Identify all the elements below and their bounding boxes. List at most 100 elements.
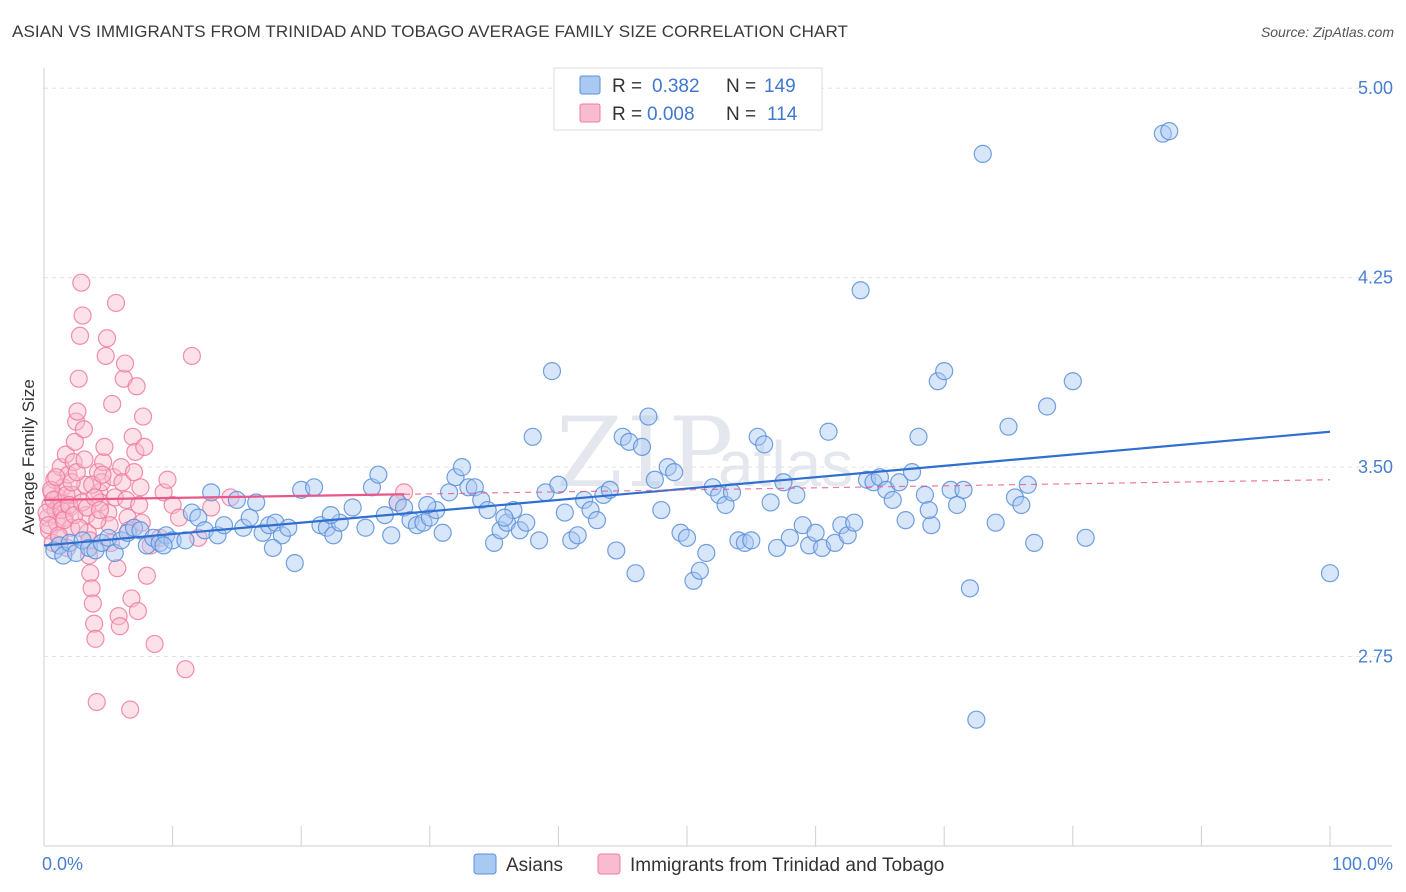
point-asians-141 xyxy=(986,513,1005,532)
point-asians-137 xyxy=(954,480,973,499)
point-asians-108 xyxy=(767,538,787,558)
point-asians-134 xyxy=(935,362,954,381)
point-asians-70 xyxy=(523,427,542,446)
point-asians-131 xyxy=(915,485,935,504)
point-asians-71 xyxy=(530,531,549,550)
point-trinidad-46 xyxy=(97,329,117,348)
point-trinidad-72 xyxy=(131,478,150,497)
point-asians-83 xyxy=(607,541,626,560)
point-asians-62 xyxy=(472,490,491,510)
stats-legend: R = 0.382 N = 149 R = 0.008 N = 114 xyxy=(553,67,823,131)
point-trinidad-21 xyxy=(65,432,84,451)
point-asians-60 xyxy=(459,478,478,497)
trend-line-trinidad xyxy=(43,493,405,502)
point-asians-133 xyxy=(928,372,947,391)
trend-line-trinidad-extension xyxy=(404,479,1331,495)
point-asians-144 xyxy=(1012,495,1031,515)
point-asians-26 xyxy=(214,516,234,535)
point-trinidad-112 xyxy=(394,483,414,502)
point-asians-157 xyxy=(263,538,283,558)
point-asians-89 xyxy=(645,470,664,489)
point-trinidad-70 xyxy=(128,601,147,621)
point-trinidad-93 xyxy=(47,468,66,487)
point-trinidad-85 xyxy=(182,346,201,366)
y-tick-label-1: 3.50 xyxy=(1358,457,1393,477)
point-asians-69 xyxy=(517,513,536,532)
point-trinidad-81 xyxy=(158,470,177,489)
point-asians-106 xyxy=(755,435,774,454)
point-trinidad-78 xyxy=(145,634,164,654)
point-asians-0 xyxy=(45,541,64,560)
point-trinidad-53 xyxy=(106,293,126,313)
trend-lines xyxy=(43,430,1331,547)
point-asians-79 xyxy=(581,500,600,520)
point-asians-121 xyxy=(851,281,870,300)
point-asians-68 xyxy=(510,521,529,540)
bottom-legend-swatch-asians xyxy=(473,853,497,875)
point-asians-120 xyxy=(845,513,864,532)
point-asians-58 xyxy=(446,468,465,487)
legend-r-value-trinidad: 0.008 xyxy=(647,104,695,125)
y-tick-label-3: 5.00 xyxy=(1358,78,1393,98)
point-asians-116 xyxy=(819,422,838,441)
point-asians-149 xyxy=(1076,528,1095,547)
point-asians-30 xyxy=(247,493,266,512)
point-trinidad-52 xyxy=(105,488,124,507)
x-tick-label-max: 100.0% xyxy=(1332,854,1393,874)
point-trinidad-74 xyxy=(133,407,153,426)
point-asians-36 xyxy=(285,553,304,573)
point-asians-87 xyxy=(632,437,652,456)
point-asians-147 xyxy=(1037,397,1057,416)
point-trinidad-43 xyxy=(94,452,113,472)
point-trinidad-20 xyxy=(64,452,83,472)
legend-r-label-asians: R = xyxy=(612,76,642,97)
point-trinidad-99 xyxy=(62,473,81,492)
point-asians-46 xyxy=(369,465,388,484)
point-trinidad-23 xyxy=(68,402,87,421)
point-trinidad-33 xyxy=(81,564,100,583)
point-trinidad-35 xyxy=(83,594,102,613)
point-asians-111 xyxy=(787,485,806,504)
point-asians-44 xyxy=(356,518,375,537)
point-trinidad-69 xyxy=(127,377,146,396)
point-asians-139 xyxy=(967,710,986,729)
point-asians-109 xyxy=(774,473,793,492)
point-asians-94 xyxy=(677,528,697,547)
point-asians-104 xyxy=(742,531,761,550)
point-asians-73 xyxy=(542,362,562,381)
point-trinidad-24 xyxy=(69,369,88,388)
point-asians-90 xyxy=(652,500,671,520)
point-asians-107 xyxy=(761,493,780,512)
point-trinidad-25 xyxy=(70,326,90,345)
point-asians-96 xyxy=(690,561,709,580)
point-asians-97 xyxy=(697,543,716,563)
y-tick-label-2: 4.25 xyxy=(1358,268,1393,288)
bottom-legend-swatch-trinidad xyxy=(597,853,621,875)
point-asians-29 xyxy=(240,508,259,527)
point-trinidad-104 xyxy=(75,450,94,469)
point-trinidad-26 xyxy=(72,273,91,292)
point-asians-132 xyxy=(922,516,941,535)
chart-source: Source: ZipAtlas.com xyxy=(1260,24,1394,40)
point-asians-19 xyxy=(163,531,182,550)
point-trinidad-36 xyxy=(85,614,104,633)
point-trinidad-111 xyxy=(93,465,112,484)
chart-title: ASIAN VS IMMIGRANTS FROM TRINIDAD AND TO… xyxy=(12,22,848,41)
point-trinidad-34 xyxy=(82,579,101,598)
point-asians-59 xyxy=(452,458,472,477)
point-asians-142 xyxy=(999,417,1018,436)
point-trinidad-54 xyxy=(108,559,127,578)
point-asians-56 xyxy=(433,523,452,542)
trend-line-asians xyxy=(43,430,1331,547)
legend-r-label-trinidad: R = xyxy=(612,104,642,125)
point-asians-31 xyxy=(253,523,272,542)
point-trinidad-60 xyxy=(115,354,135,373)
point-asians-75 xyxy=(555,503,574,522)
point-asians-153 xyxy=(919,500,938,520)
point-trinidad-50 xyxy=(103,394,122,414)
point-trinidad-44 xyxy=(95,437,114,456)
point-trinidad-28 xyxy=(74,420,93,439)
point-asians-48 xyxy=(382,526,401,545)
bottom-legend-label-asians: Asians xyxy=(506,855,563,876)
